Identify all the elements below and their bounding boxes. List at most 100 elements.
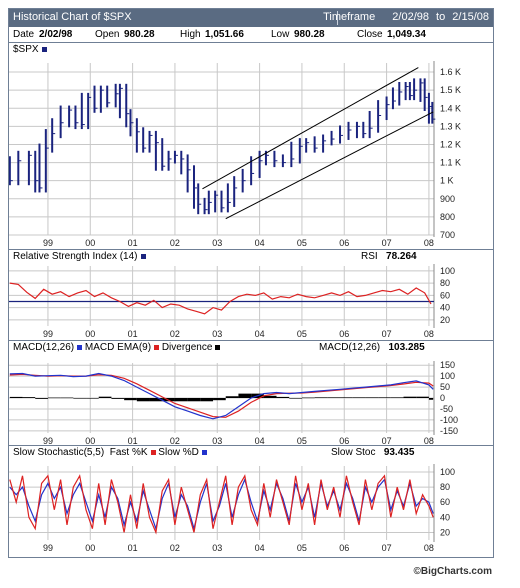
timeframe-end: 2/15/08 xyxy=(452,11,489,23)
macd-divergence-bar xyxy=(314,397,328,398)
macd-value-label: MACD(12,26) xyxy=(319,342,381,353)
stochastic-x-tick-label: 07 xyxy=(382,543,392,553)
title-separator xyxy=(337,11,338,25)
price-x-tick-label: 05 xyxy=(297,238,307,248)
rsi-y-tick-label: 60 xyxy=(440,290,450,300)
rsi-value: 78.264 xyxy=(386,251,417,262)
macd-divergence-bar xyxy=(403,396,417,398)
stochastic-y-tick-label: 80 xyxy=(440,482,450,492)
macd-x-tick-label: 01 xyxy=(128,436,138,445)
timeframe-to: to xyxy=(436,11,446,23)
ema-swatch xyxy=(154,344,160,350)
high-label: High xyxy=(180,29,201,40)
macd-divergence-bar xyxy=(428,398,434,400)
macd-divergence-bar xyxy=(340,397,353,398)
price-x-tick-label: 08 xyxy=(424,238,434,248)
macd-y-tick-label: -100 xyxy=(440,415,458,425)
stochastic-label: Slow Stochastic(5,5) xyxy=(13,447,105,458)
price-x-tick-label: 07 xyxy=(382,238,392,248)
price-y-tick-label: 1.2 K xyxy=(440,139,461,149)
price-y-tick-label: 1.1 K xyxy=(440,158,461,168)
rsi-x-tick-label: 05 xyxy=(297,329,307,339)
rsi-readout: RSI 78.264 xyxy=(361,251,417,262)
macd-divergence-bar xyxy=(47,397,61,399)
divergence-swatch xyxy=(215,344,221,350)
stochastic-slow-d-line xyxy=(9,477,434,532)
macd-readout: MACD(12,26) 103.285 xyxy=(319,342,425,353)
price-x-tick-label: 99 xyxy=(43,238,53,248)
price-label: $SPX xyxy=(13,44,39,55)
macd-ema-line xyxy=(9,373,434,418)
rsi-y-tick-label: 20 xyxy=(440,315,450,325)
price-trendline-1 xyxy=(202,67,419,190)
stochastic-panel: Slow Stochastic(5,5) Fast %K Slow %D Slo… xyxy=(9,445,493,558)
macd-x-tick-label: 99 xyxy=(43,436,53,445)
stochastic-readout: Slow Stoc 93.435 xyxy=(331,447,414,458)
rsi-x-tick-label: 01 xyxy=(128,329,138,339)
price-chart: 1.6 K 1.5 K 1.4 K 1.3 K 1.2 K 1.1 K 1 K 900 800 7… xyxy=(8,61,461,248)
macd-divergence-bar xyxy=(263,395,277,398)
macd-divergence-bar xyxy=(390,397,404,398)
macd-divergence-bar xyxy=(289,398,302,399)
d-swatch xyxy=(201,449,207,455)
price-x-tick-label: 02 xyxy=(170,238,180,248)
low-label: Low xyxy=(271,29,290,40)
macd-divergence-bar xyxy=(276,396,290,398)
k-swatch xyxy=(150,449,156,455)
rsi-panel: Relative Strength Index (14) RSI 78.264 … xyxy=(9,249,493,340)
price-x-tick-label: 06 xyxy=(339,238,349,248)
rsi-y-tick-label: 80 xyxy=(440,278,450,288)
macd-divergence-bar xyxy=(9,396,23,398)
macd-divergence-bar xyxy=(213,398,226,401)
close-value: 1,049.34 xyxy=(387,29,426,40)
stochastic-y-tick-label: 100 xyxy=(440,467,455,477)
macd-divergence-bar xyxy=(136,398,150,402)
copyright-footer: ©BigCharts.com xyxy=(413,566,493,577)
stochastic-x-tick-label: 02 xyxy=(170,543,180,553)
rsi-legend-swatch xyxy=(140,253,146,259)
stochastic-x-tick-label: 04 xyxy=(255,543,265,553)
macd-x-tick-label: 08 xyxy=(424,436,434,445)
date-value: 2/02/98 xyxy=(39,29,73,40)
rsi-x-tick-label: 00 xyxy=(85,329,95,339)
price-y-tick-label: 1.6 K xyxy=(440,67,461,77)
low-value: 980.28 xyxy=(294,29,325,40)
rsi-x-tick-label: 02 xyxy=(170,329,180,339)
rsi-x-tick-label: 99 xyxy=(43,329,53,339)
quote-info-bar: Date 2/02/98 Open 980.28 High 1,051.66 L… xyxy=(9,28,493,42)
macd-divergence-bar xyxy=(60,397,74,399)
rsi-y-tick-label: 100 xyxy=(440,266,455,276)
stochastic-y-tick-label: 40 xyxy=(440,512,450,522)
macd-legend-ema: MACD EMA(9) xyxy=(84,342,152,353)
macd-x-tick-label: 05 xyxy=(297,436,307,445)
price-x-tick-label: 00 xyxy=(85,238,95,248)
rsi-x-tick-label: 04 xyxy=(255,329,265,339)
macd-divergence-bar xyxy=(22,397,36,398)
macd-divergence-bar xyxy=(149,398,163,402)
close-label: Close xyxy=(357,29,383,40)
macd-divergence-bar xyxy=(365,397,379,398)
open-label: Open xyxy=(95,29,120,40)
rsi-x-tick-label: 08 xyxy=(424,329,434,339)
rsi-y-tick-label: 40 xyxy=(440,303,450,313)
stochastic-chart: 100 80 60 40 20 99 00 01 02 03 04 05 06 07 08 xyxy=(9,464,455,553)
price-y-tick-label: 1.3 K xyxy=(440,121,461,131)
macd-divergence-bar xyxy=(73,398,87,399)
macd-panel: MACD(12,26) MACD EMA(9) Divergence MACD(… xyxy=(9,340,493,446)
macd-divergence-bar xyxy=(225,396,239,398)
stochastic-value: 93.435 xyxy=(383,447,415,458)
price-x-tick-label: 03 xyxy=(212,238,222,248)
stochastic-legend: Slow Stochastic(5,5) Fast %K Slow %D xyxy=(13,447,207,458)
price-trendline-2 xyxy=(225,111,434,220)
stochastic-value-label: Slow Stoc xyxy=(331,447,376,458)
chart-frame: Historical Chart of $SPX Timeframe 2/02/… xyxy=(8,8,494,558)
macd-value: 103.285 xyxy=(388,342,425,353)
stochastic-x-tick-label: 99 xyxy=(43,543,53,553)
rsi-value-label: RSI xyxy=(361,251,378,262)
macd-divergence-bar xyxy=(200,398,214,402)
macd-y-tick-label: 0 xyxy=(440,393,445,403)
price-panel-label: $SPX xyxy=(13,44,47,55)
timeframe-start: 2/02/98 xyxy=(392,11,429,23)
macd-y-tick-label: -50 xyxy=(440,404,453,414)
macd-x-tick-label: 00 xyxy=(85,436,95,445)
